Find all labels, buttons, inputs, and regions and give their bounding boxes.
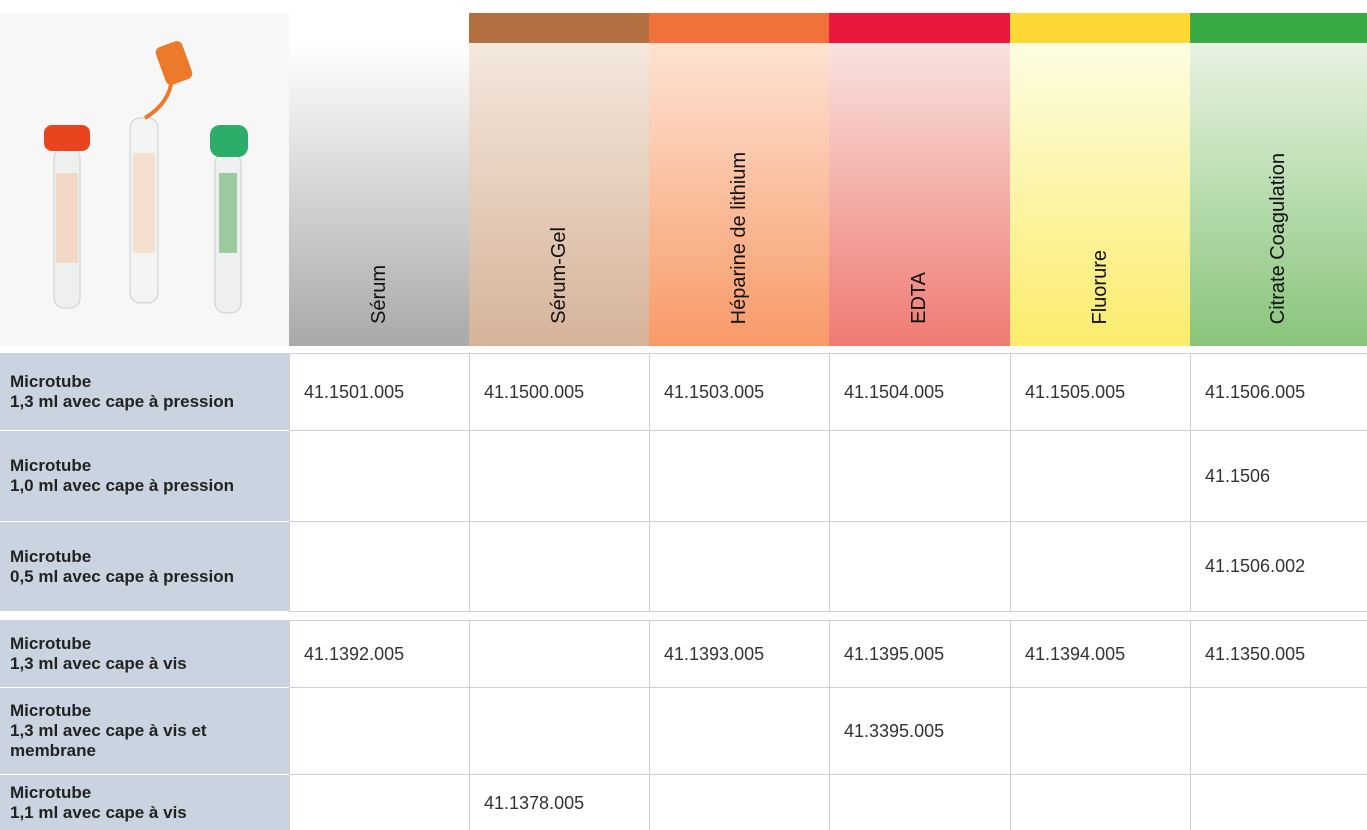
color-band: [829, 13, 1010, 43]
color-band: [1010, 13, 1190, 43]
cell: 41.1504.005: [829, 353, 1010, 431]
cell: [1190, 775, 1367, 830]
label-line: 1,0 ml avec cape à pression: [10, 476, 279, 496]
cell: 41.1395.005: [829, 620, 1010, 688]
cell: [469, 688, 649, 775]
cell: [1010, 522, 1190, 612]
column-title: Citrate Coagulation: [1267, 153, 1290, 336]
cell: 41.1506: [1190, 431, 1367, 522]
label-line: 1,3 ml avec cape à pression: [10, 392, 279, 412]
column-header: Héparine de lithium: [649, 43, 829, 346]
label-line: Microtube: [10, 456, 279, 476]
label-line: Microtube: [10, 701, 279, 721]
label-line: 1,3 ml avec cape à vis: [10, 654, 279, 674]
tubes-image: [0, 13, 289, 346]
cell: 41.1506.002: [1190, 522, 1367, 612]
cell: 41.1506.005: [1190, 353, 1367, 431]
cell: [289, 775, 469, 830]
cell: [1010, 775, 1190, 830]
cell: [469, 431, 649, 522]
cell: [829, 522, 1010, 612]
column-title: Sérum-Gel: [548, 227, 571, 336]
cell: [289, 688, 469, 775]
column-title: Héparine de lithium: [728, 152, 751, 336]
cell: [1010, 688, 1190, 775]
cell: [1190, 688, 1367, 775]
cell: [649, 775, 829, 830]
label-line: 1,3 ml avec cape à vis et membrane: [10, 721, 279, 761]
cell: [829, 431, 1010, 522]
column-header: Fluorure: [1010, 43, 1190, 346]
cell: [469, 522, 649, 612]
label-line: Microtube: [10, 372, 279, 392]
column-title: Fluorure: [1089, 250, 1112, 336]
cell: 41.1394.005: [1010, 620, 1190, 688]
column-title: EDTA: [908, 272, 931, 336]
column-header: Citrate Coagulation: [1190, 43, 1367, 346]
color-band: [1190, 13, 1367, 43]
cell: 41.1393.005: [649, 620, 829, 688]
cell: 41.1392.005: [289, 620, 469, 688]
cell: [289, 522, 469, 612]
column-header: Sérum: [289, 43, 469, 346]
label-line: Microtube: [10, 783, 279, 803]
cell: [649, 522, 829, 612]
color-band: [469, 13, 649, 43]
label-line: 1,1 ml avec cape à vis: [10, 803, 279, 823]
cell: 41.3395.005: [829, 688, 1010, 775]
cell: [469, 620, 649, 688]
cell: 41.1501.005: [289, 353, 469, 431]
label-line: Microtube: [10, 547, 279, 567]
color-band: [649, 13, 829, 43]
label-line: 0,5 ml avec cape à pression: [10, 567, 279, 587]
cell: [649, 688, 829, 775]
cell: 41.1500.005: [469, 353, 649, 431]
cell: 41.1503.005: [649, 353, 829, 431]
cell: 41.1505.005: [1010, 353, 1190, 431]
cell: [1010, 431, 1190, 522]
cell: [829, 775, 1010, 830]
cell: 41.1378.005: [469, 775, 649, 830]
column-header: EDTA: [829, 43, 1010, 346]
page: Sérum Sérum-Gel Héparine de lithium EDTA Flu…: [0, 0, 1367, 830]
cell: [649, 431, 829, 522]
column-title: Sérum: [368, 265, 391, 336]
cell: 41.1350.005: [1190, 620, 1367, 688]
column-header: Sérum-Gel: [469, 43, 649, 346]
cell: [289, 431, 469, 522]
color-band: [289, 13, 469, 43]
label-line: Microtube: [10, 634, 279, 654]
